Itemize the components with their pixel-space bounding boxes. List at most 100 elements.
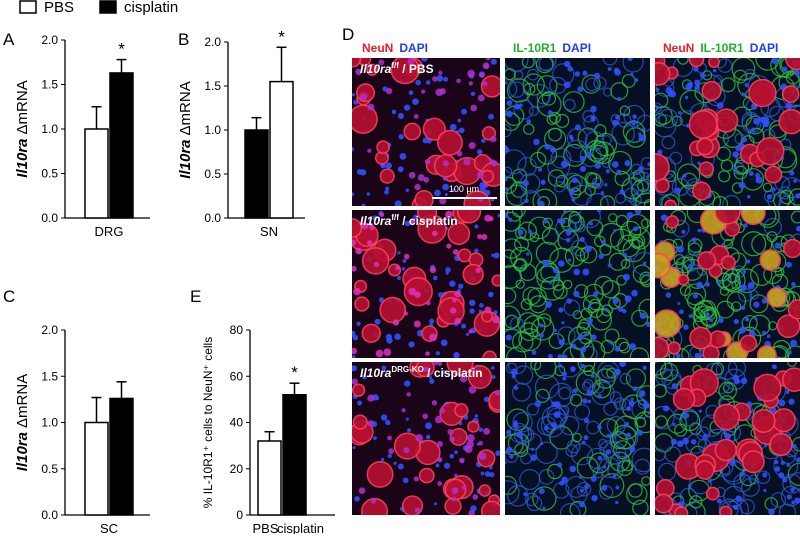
cell bbox=[476, 171, 484, 179]
cell bbox=[366, 240, 373, 246]
fiber bbox=[513, 258, 528, 272]
nucleus bbox=[778, 399, 786, 407]
fiber bbox=[535, 388, 550, 403]
nucleus bbox=[631, 289, 638, 297]
fiber bbox=[787, 462, 800, 487]
nucleus bbox=[612, 474, 617, 478]
nucleus bbox=[440, 339, 448, 347]
neuron bbox=[352, 218, 363, 239]
nucleus bbox=[449, 453, 455, 459]
cell bbox=[406, 392, 411, 397]
nucleus bbox=[565, 237, 571, 243]
row-label-part: Il10ra bbox=[360, 214, 392, 228]
fiber bbox=[593, 124, 607, 137]
fiber bbox=[609, 431, 628, 450]
nucleus bbox=[506, 446, 513, 454]
nucleus bbox=[642, 127, 646, 131]
nucleus bbox=[579, 488, 584, 493]
neuron bbox=[748, 78, 777, 108]
fiber bbox=[767, 193, 782, 206]
fiber bbox=[599, 243, 612, 256]
fiber bbox=[617, 234, 641, 258]
nucleus bbox=[785, 390, 790, 394]
nucleus bbox=[732, 151, 739, 158]
cell bbox=[454, 290, 461, 298]
nucleus bbox=[566, 298, 573, 304]
nucleus bbox=[632, 386, 638, 392]
y-tick-label: 0.0 bbox=[41, 508, 58, 522]
nucleus bbox=[457, 118, 462, 123]
neuron bbox=[352, 414, 368, 430]
nucleus bbox=[646, 182, 650, 186]
nucleus bbox=[687, 484, 692, 488]
cell bbox=[355, 247, 362, 255]
neuron bbox=[756, 345, 777, 358]
cell bbox=[483, 427, 491, 435]
nucleus bbox=[360, 169, 367, 176]
nucleus bbox=[577, 86, 584, 93]
y-tick-label: 20 bbox=[230, 462, 244, 476]
nucleus bbox=[558, 363, 563, 368]
row-label-part: / PBS bbox=[399, 62, 434, 76]
fiber bbox=[524, 492, 539, 507]
x-tick-label: cisplatin bbox=[277, 521, 324, 534]
neuron bbox=[720, 255, 736, 271]
nucleus bbox=[458, 283, 464, 289]
nucleus bbox=[674, 187, 681, 194]
nucleus bbox=[429, 378, 435, 384]
fiber bbox=[632, 251, 650, 276]
fiber bbox=[512, 412, 533, 433]
x-axis-label: SN bbox=[260, 224, 278, 239]
nucleus bbox=[744, 82, 749, 88]
nucleus bbox=[547, 110, 553, 116]
nucleus bbox=[402, 259, 407, 263]
fiber bbox=[566, 174, 588, 196]
cell bbox=[437, 481, 443, 486]
nucleus bbox=[590, 475, 597, 482]
nucleus bbox=[785, 102, 793, 110]
micrograph bbox=[352, 362, 500, 515]
fiber bbox=[680, 408, 699, 427]
nucleus bbox=[622, 252, 628, 258]
fiber bbox=[741, 477, 760, 497]
row-label-part: Il10ra bbox=[360, 62, 392, 76]
nucleus bbox=[612, 298, 619, 305]
fiber bbox=[756, 470, 771, 485]
nucleus bbox=[560, 160, 568, 168]
nucleus bbox=[790, 487, 795, 493]
nucleus bbox=[554, 401, 561, 408]
fiber bbox=[536, 75, 558, 97]
cell bbox=[478, 452, 487, 461]
fiber bbox=[549, 382, 574, 408]
fiber bbox=[558, 386, 572, 400]
nucleus bbox=[511, 368, 518, 376]
nucleus bbox=[528, 229, 533, 234]
nucleus bbox=[491, 375, 496, 380]
nucleus bbox=[581, 440, 586, 445]
nucleus bbox=[585, 245, 592, 253]
nucleus bbox=[428, 375, 432, 379]
cell bbox=[401, 408, 406, 413]
nucleus bbox=[470, 91, 476, 97]
nucleus bbox=[724, 432, 731, 440]
legend-swatch bbox=[99, 0, 117, 14]
y-tick-label: 0 bbox=[236, 508, 243, 522]
nucleus bbox=[522, 179, 529, 187]
fiber bbox=[599, 195, 616, 206]
nucleus bbox=[372, 215, 378, 221]
cell bbox=[446, 243, 452, 249]
nucleus bbox=[744, 317, 750, 322]
nucleus bbox=[543, 425, 549, 431]
fiber bbox=[583, 364, 595, 377]
cell bbox=[494, 390, 500, 396]
nucleus bbox=[707, 479, 712, 484]
nucleus bbox=[735, 495, 743, 503]
nucleus bbox=[660, 214, 668, 221]
cell bbox=[442, 175, 448, 181]
neuron bbox=[740, 210, 766, 226]
fiber bbox=[523, 123, 535, 135]
neuron bbox=[379, 168, 395, 184]
fiber bbox=[661, 194, 680, 206]
cell bbox=[415, 434, 424, 442]
fiber bbox=[770, 492, 787, 508]
